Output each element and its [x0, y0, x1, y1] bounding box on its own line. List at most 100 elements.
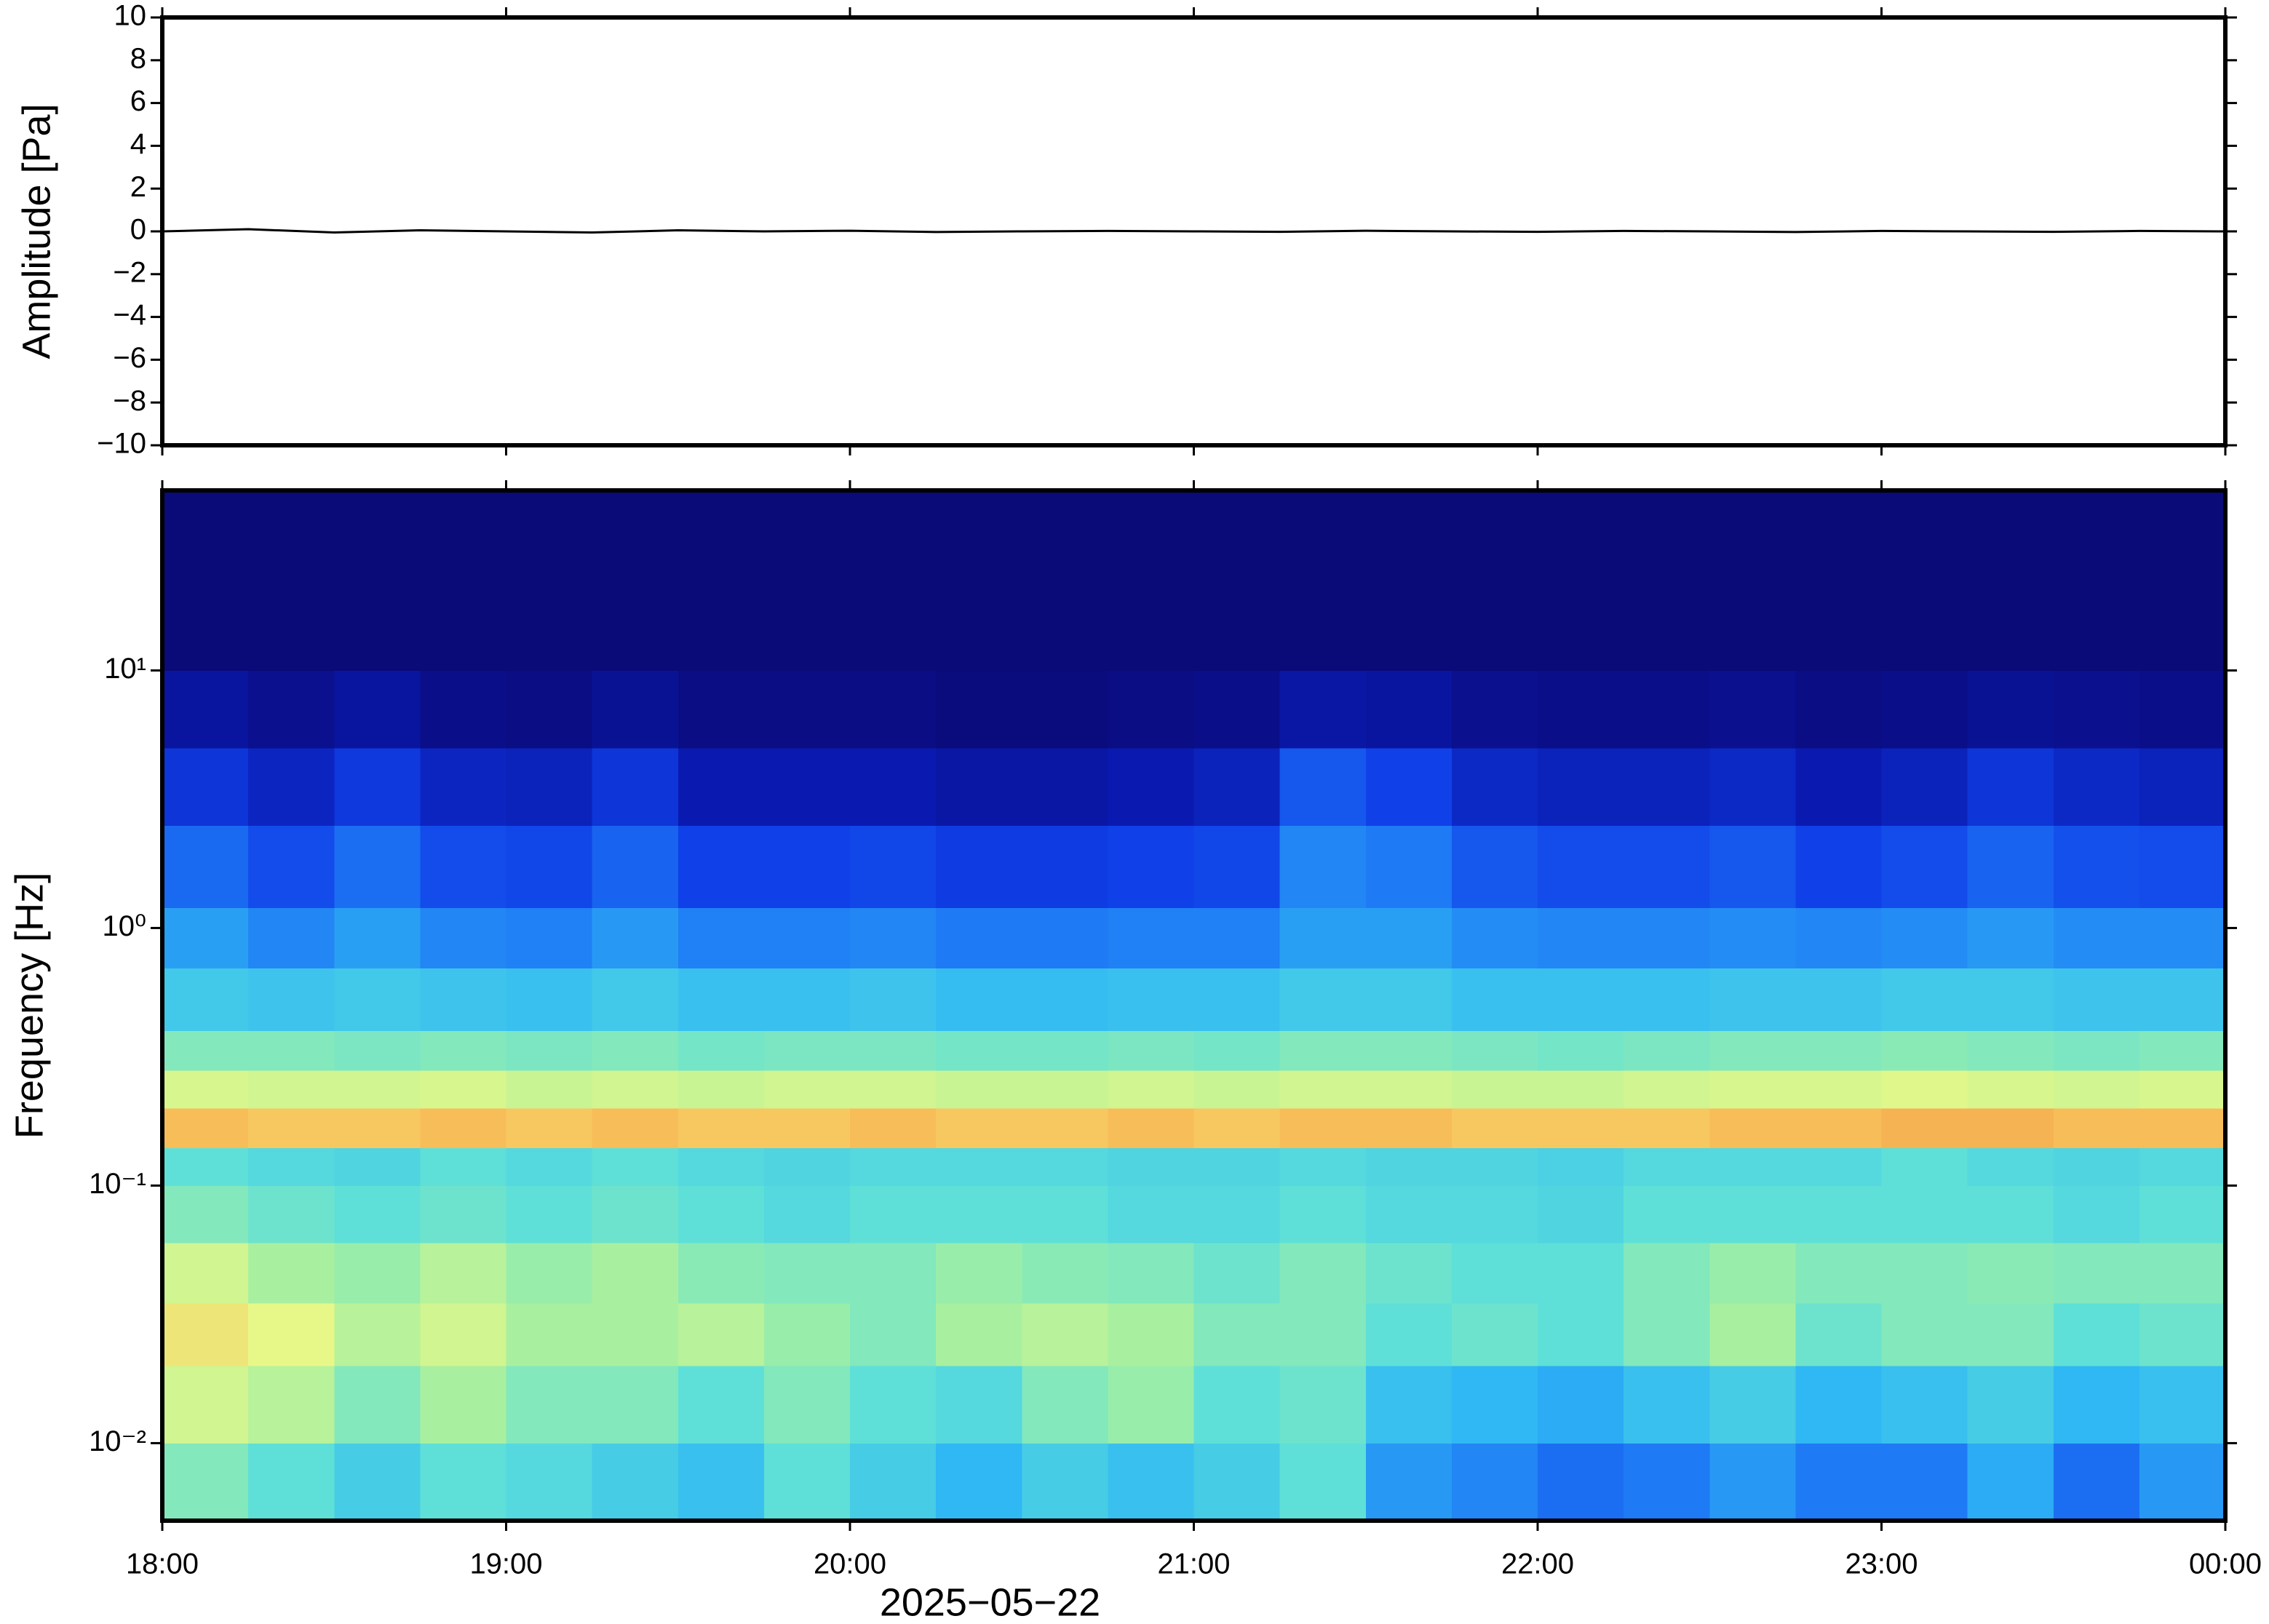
heatmap-cell [162, 1302, 249, 1366]
heatmap-cell [592, 907, 679, 968]
heatmap-cell [850, 670, 937, 749]
heatmap-cell [1022, 1302, 1108, 1366]
heatmap-cell [1365, 670, 1453, 749]
heatmap-cell [1022, 1070, 1108, 1109]
heatmap-cell [1365, 968, 1453, 1031]
heatmap-cell [248, 1030, 335, 1071]
heatmap-cell [248, 1365, 335, 1444]
heatmap-cell [420, 1443, 506, 1521]
heatmap-cell [1795, 1302, 1882, 1366]
heatmap-cell [1279, 1030, 1367, 1071]
heatmap-cell [334, 1242, 421, 1304]
heatmap-cell [334, 1185, 421, 1243]
heatmap-cell [850, 1030, 937, 1071]
heatmap-cell [162, 1070, 249, 1109]
heatmap-cell [248, 1070, 335, 1109]
heatmap-cell [763, 490, 851, 671]
heatmap-cell [1795, 670, 1882, 749]
heatmap-cell [506, 670, 593, 749]
heatmap-cell [1365, 1147, 1453, 1186]
heatmap-cell [1365, 1070, 1453, 1109]
heatmap-cell [1709, 1070, 1796, 1109]
heatmap-cell [2139, 1242, 2226, 1304]
heatmap-cell [1538, 1242, 1624, 1304]
heatmap-cell [763, 1147, 851, 1186]
heatmap-cell [1451, 1185, 1538, 1243]
heatmap-cell [1279, 1107, 1367, 1149]
heatmap-cell [1881, 1107, 1968, 1149]
heatmap-cell [248, 825, 335, 908]
heatmap-cell [763, 1185, 851, 1243]
heatmap-cell [334, 1147, 421, 1186]
heatmap-cell [420, 1070, 506, 1109]
heatmap-cell [763, 1107, 851, 1149]
heatmap-cell [1624, 748, 1710, 827]
heatmap-cell [1538, 1070, 1624, 1109]
heatmap-cell [677, 1242, 765, 1304]
heatmap-cell [2053, 1030, 2140, 1071]
heatmap-cell [1108, 670, 1194, 749]
heatmap-cell [936, 907, 1022, 968]
heatmap-cell [420, 1365, 506, 1444]
heatmap-cell [1451, 1107, 1538, 1149]
heatmap-cell [936, 748, 1022, 827]
heatmap-cell [1967, 1443, 2054, 1521]
heatmap-cell [763, 825, 851, 908]
heatmap-cell [334, 1365, 421, 1444]
heatmap-cell [1881, 1242, 1968, 1304]
heatmap-cell [1451, 1030, 1538, 1071]
plot-area [162, 490, 2226, 1521]
heatmap-cell [2139, 1147, 2226, 1186]
heatmap-cell [850, 1242, 937, 1304]
x-tick-label: 20:00 [814, 1548, 886, 1580]
heatmap-cell [506, 490, 593, 671]
heatmap-cell [1538, 907, 1624, 968]
heatmap-cell [334, 968, 421, 1031]
heatmap-cell [677, 907, 765, 968]
heatmap-cell [1451, 968, 1538, 1031]
heatmap-cell [1279, 907, 1367, 968]
heatmap-cell [1022, 825, 1108, 908]
heatmap-cell [2053, 1147, 2140, 1186]
heatmap-cell [592, 1107, 679, 1149]
heatmap-cell [1538, 1365, 1624, 1444]
heatmap-cell [592, 1070, 679, 1109]
heatmap-cell [763, 1242, 851, 1304]
heatmap-cell [1451, 490, 1538, 671]
heatmap-cell [2053, 1242, 2140, 1304]
heatmap-cell [420, 1302, 506, 1366]
heatmap-cell [677, 1365, 765, 1444]
heatmap-cell [1881, 1302, 1968, 1366]
heatmap-cell [1795, 968, 1882, 1031]
heatmap-cell [1193, 1185, 1281, 1243]
heatmap-cell [1108, 1030, 1194, 1071]
heatmap-cell [1193, 1443, 1281, 1521]
heatmap-cell [850, 825, 937, 908]
heatmap-cell [1795, 1147, 1882, 1186]
heatmap-cell [1538, 1147, 1624, 1186]
heatmap-cell [1624, 907, 1710, 968]
heatmap-cell [1709, 1030, 1796, 1071]
heatmap-cell [2139, 1443, 2226, 1521]
heatmap-cell [1451, 907, 1538, 968]
x-tick-label: 22:00 [1501, 1548, 1574, 1580]
heatmap-cell [1795, 1443, 1882, 1521]
heatmap-cell [1193, 490, 1281, 671]
heatmap-cell [1624, 1365, 1710, 1444]
heatmap-cell [1881, 825, 1968, 908]
heatmap-cell [1279, 1185, 1367, 1243]
heatmap-cell [1881, 1030, 1968, 1071]
heatmap-cell [1795, 748, 1882, 827]
heatmap-cell [2053, 1107, 2140, 1149]
heatmap-cell [506, 1147, 593, 1186]
heatmap-cell [1193, 1365, 1281, 1444]
heatmap-cell [1881, 748, 1968, 827]
heatmap-cell [936, 1030, 1022, 1071]
heatmap-cell [850, 1107, 937, 1149]
heatmap-cell [677, 1302, 765, 1366]
heatmap-cell [248, 748, 335, 827]
heatmap-cell [677, 748, 765, 827]
heatmap-cell [1624, 1070, 1710, 1109]
heatmap-cell [2139, 968, 2226, 1031]
